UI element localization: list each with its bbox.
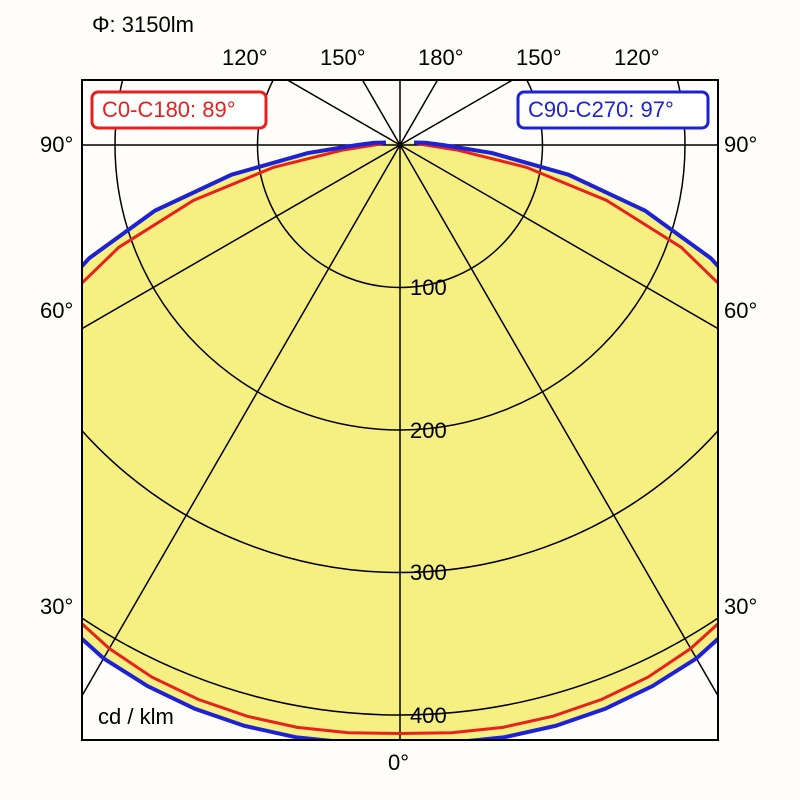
angle-label: 120° — [614, 45, 660, 70]
angle-label: 120° — [222, 45, 268, 70]
ring-label: 300 — [410, 560, 447, 585]
ring-label: 100 — [410, 275, 447, 300]
angle-label: 30° — [724, 594, 757, 619]
angle-label: 150° — [320, 45, 366, 70]
angle-label: 30° — [40, 594, 73, 619]
legend-label: C90-C270: 97° — [528, 97, 674, 122]
polar-diagram: 100 200 300 400 120° 150° 180° 150° 120° 90° 90° 60… — [0, 0, 800, 800]
angle-label: 90° — [40, 132, 73, 157]
unit-label: cd / klm — [98, 704, 174, 729]
angle-label: 150° — [516, 45, 562, 70]
angle-label: 60° — [724, 298, 757, 323]
angle-label: 90° — [724, 132, 757, 157]
legend-label: C0-C180: 89° — [102, 97, 236, 122]
angle-label: 180° — [418, 45, 464, 70]
ring-label: 400 — [410, 703, 447, 728]
ring-label: 200 — [410, 418, 447, 443]
angle-label: 60° — [40, 298, 73, 323]
angle-label: 0° — [388, 750, 409, 775]
flux-title: Φ: 3150lm — [92, 12, 194, 37]
